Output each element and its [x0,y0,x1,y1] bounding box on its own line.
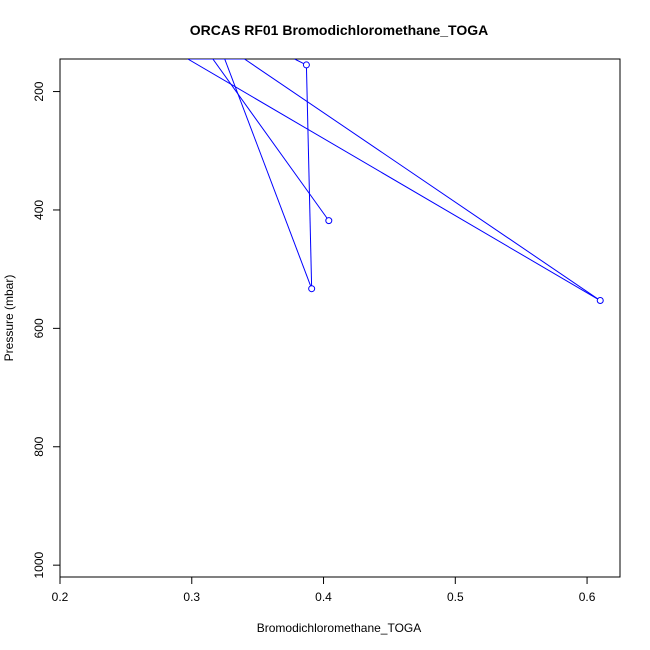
series-segment [244,59,601,301]
x-axis-label: Bromodichloromethane_TOGA [257,621,422,635]
series-segment [212,59,330,221]
data-point [596,297,604,305]
data-point [302,61,310,69]
chart-title: ORCAS RF01 Bromodichloromethane_TOGA [190,22,488,38]
plot-frame [59,58,621,578]
x-tick-label: 0.2 [52,590,69,604]
x-tick-label: 0.3 [183,590,200,604]
y-axis: 200 400 600 800 1000 [32,81,61,579]
series-segment [305,64,313,289]
marker-layer [302,61,604,305]
x-tick-label: 0.5 [447,590,464,604]
x-tick-label: 0.6 [579,590,596,604]
series-segment [224,59,313,289]
data-point [308,285,316,293]
y-tick-label: 1000 [32,551,46,578]
x-tick-label: 0.4 [315,590,332,604]
series-layer [187,59,601,301]
series-segment [187,59,601,301]
y-tick-label: 400 [32,200,46,220]
data-point [325,217,333,225]
y-tick-label: 200 [32,81,46,101]
y-tick-label: 600 [32,318,46,338]
y-axis-label: Pressure (mbar) [2,275,16,362]
y-tick-label: 800 [32,436,46,456]
x-axis: 0.2 0.3 0.4 0.5 0.6 [52,576,596,604]
